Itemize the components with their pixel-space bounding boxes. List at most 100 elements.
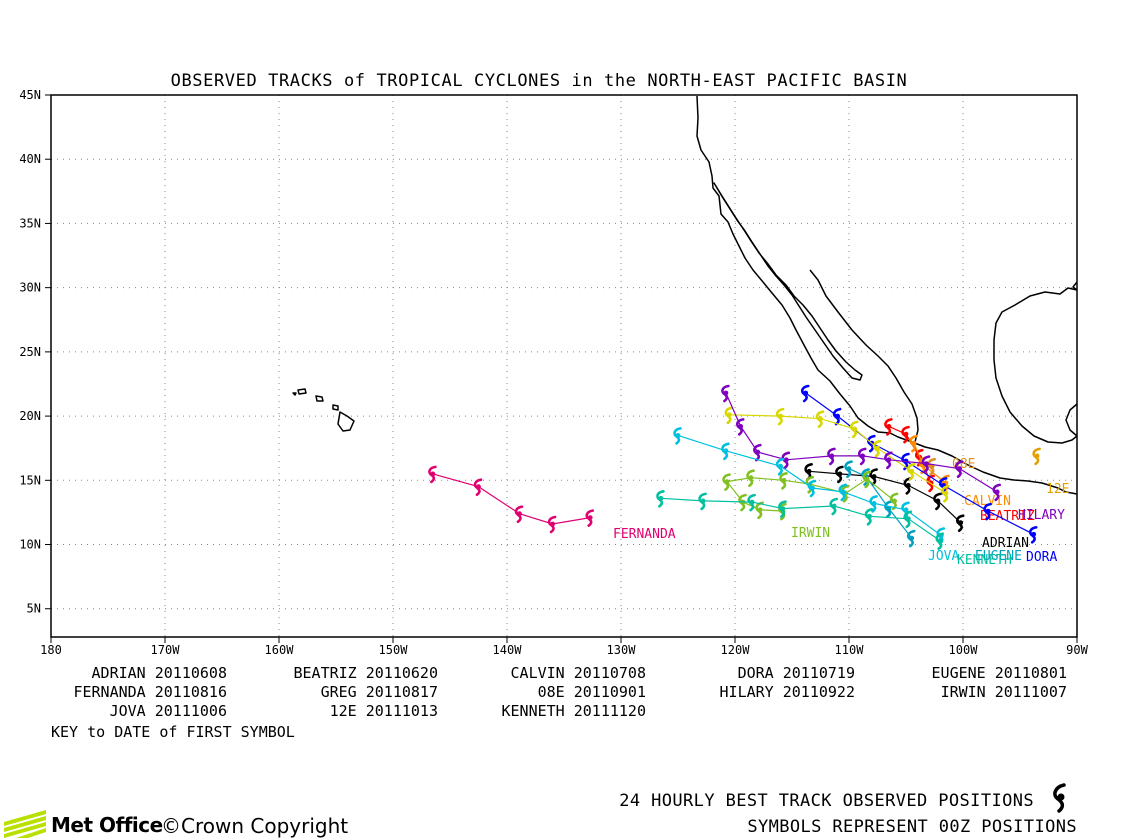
cyclone-symbol-icon xyxy=(755,501,764,520)
cyclone-symbol-icon xyxy=(909,434,918,453)
lon-label: 90W xyxy=(1066,643,1088,657)
cyclone-symbol-icon xyxy=(815,410,825,429)
cyclone-symbol-icon xyxy=(781,451,791,470)
storm-label: IRWIN xyxy=(791,526,830,541)
lat-label: 40N xyxy=(19,152,41,166)
cyclone-symbol-icon xyxy=(832,407,842,426)
cyclone-symbol-icon xyxy=(656,489,665,508)
map-title: OBSERVED TRACKS of TROPICAL CYCLONES in … xyxy=(171,71,908,91)
lon-label: 100W xyxy=(949,643,979,657)
cyclone-symbol-icon xyxy=(884,418,893,436)
coastline-outline xyxy=(292,95,1078,495)
storm-label: DORA xyxy=(1026,550,1057,565)
legend-entry: 08E 20110901 xyxy=(538,683,646,701)
track-line xyxy=(660,497,941,542)
storm-label: KENNETH xyxy=(957,553,1012,568)
cyclone-symbol-icon xyxy=(800,384,810,403)
cyclone-symbol-icon xyxy=(869,495,878,513)
storm-track-fernanda: FERNANDA xyxy=(428,465,676,542)
cyclone-symbol-icon xyxy=(807,479,817,498)
cyclone-symbol-icon xyxy=(829,497,839,516)
cyclone-symbol-icon xyxy=(889,492,899,511)
legend-entry: 12E 20111013 xyxy=(330,702,438,720)
lon-label: 110W xyxy=(835,643,865,657)
cyclone-symbol-icon xyxy=(903,477,913,495)
map-frame xyxy=(50,94,1078,638)
cyclone-symbol-icon xyxy=(746,469,755,488)
cyclone-symbol-icon xyxy=(673,427,682,445)
lat-label: 15N xyxy=(19,473,41,487)
cyclone-symbol-icon xyxy=(935,532,945,551)
legend-entry: DORA 20110719 xyxy=(738,664,855,682)
lon-label: 160W xyxy=(265,643,295,657)
cyclone-symbol-icon xyxy=(779,471,788,490)
lon-label: 150W xyxy=(379,643,409,657)
cyclone-symbol-icon xyxy=(884,500,893,518)
cyclone-symbol-icon xyxy=(1032,447,1041,466)
legend-entry: KENNETH 20111120 xyxy=(502,702,647,720)
storm-track-hilary: HILARY xyxy=(721,384,1065,523)
storm-label: CALVIN xyxy=(964,494,1011,509)
cyclone-symbol-icon xyxy=(775,407,785,426)
storm-label: HILARY xyxy=(1018,508,1065,523)
lon-label: 130W xyxy=(607,643,637,657)
lat-label: 10N xyxy=(19,538,41,552)
footer-line-1: 24 HOURLY BEST TRACK OBSERVED POSITIONS xyxy=(619,791,1034,811)
cyclone-symbol-icon xyxy=(983,502,992,521)
met-office-logo-icon: Met Office xyxy=(4,810,163,838)
cyclone-symbol-icon xyxy=(903,510,913,529)
storm-legend: ADRIAN 20110608 BEATRIZ 20110620 CALVIN 20… xyxy=(73,664,1067,720)
legend-entry: IRWIN 20111007 xyxy=(941,683,1067,701)
copyright-text: ©Crown Copyright xyxy=(161,814,348,838)
lat-label: 45N xyxy=(19,88,41,102)
legend-entry: FERNANDA 20110816 xyxy=(73,683,227,701)
cyclone-symbol-icon xyxy=(884,451,893,470)
cyclone-symbol-icon xyxy=(747,493,756,512)
cyclone-symbol-icon xyxy=(864,507,874,526)
cyclone-symbol-icon xyxy=(428,465,437,484)
cyclone-symbol-icon xyxy=(835,465,844,484)
cyclone-symbol-icon xyxy=(838,483,848,502)
storm-label: 12E xyxy=(1046,482,1069,497)
cyclone-symbol-icon xyxy=(698,492,707,511)
storm-track-adrian: ADRIAN xyxy=(804,462,1029,551)
storm-track-irwin: IRWIN xyxy=(722,469,899,541)
storm-track-kenneth: KENNETH xyxy=(656,489,1012,568)
storm-label: BEATRIZ xyxy=(980,509,1035,524)
lon-label: 120W xyxy=(721,643,751,657)
key-note: KEY to DATE of FIRST SYMBOL xyxy=(51,723,295,741)
graticule-grid xyxy=(51,95,1077,637)
cyclone-symbol-icon xyxy=(901,501,910,520)
lat-label: 5N xyxy=(27,602,41,616)
cyclone-symbol-icon xyxy=(724,406,734,425)
cyclone-symbol-icon xyxy=(585,509,595,527)
lat-label: 35N xyxy=(19,216,41,230)
cyclone-symbol-icon xyxy=(941,484,950,503)
cyclone-symbol-icon xyxy=(775,457,785,476)
footer-line-2: SYMBOLS REPRESENT 00Z POSITIONS xyxy=(747,817,1077,837)
track-line xyxy=(677,434,942,536)
storm-tracks: ADRIANBEATRIZCALVINDORAEUGENEFERNANDA08E… xyxy=(428,384,1069,568)
met-office-brand: Met Office xyxy=(51,813,163,837)
longitude-axis-labels: 180 170W 160W 150W 140W 130W 120W 110W 100W 90W xyxy=(40,637,1089,657)
storm-label: FERNANDA xyxy=(613,527,676,542)
lat-label: 30N xyxy=(19,281,41,295)
storm-track-greg xyxy=(724,406,950,503)
lat-label: 20N xyxy=(19,409,41,423)
lon-label: 140W xyxy=(493,643,523,657)
track-line xyxy=(848,468,913,539)
cyclone-symbol-icon xyxy=(721,442,730,461)
storm-track-12e: 12E xyxy=(1032,447,1069,497)
legend-entry: JOVA 20111006 xyxy=(110,702,227,720)
legend-entry: ADRIAN 20110608 xyxy=(92,664,227,682)
cyclone-symbol-icon xyxy=(857,447,867,466)
storm-label: ADRIAN xyxy=(982,536,1029,551)
track-line xyxy=(725,477,895,512)
cyclone-symbol-icon xyxy=(1028,525,1038,544)
cyclone-symbol-icon xyxy=(753,443,762,462)
cyclone-symbol-icon xyxy=(721,384,730,403)
lon-label: 170W xyxy=(151,643,181,657)
latitude-axis-labels: 45N 40N 35N 30N 25N 20N 15N 10N 5N xyxy=(19,88,51,616)
storm-track-jova: JOVA xyxy=(673,427,959,564)
